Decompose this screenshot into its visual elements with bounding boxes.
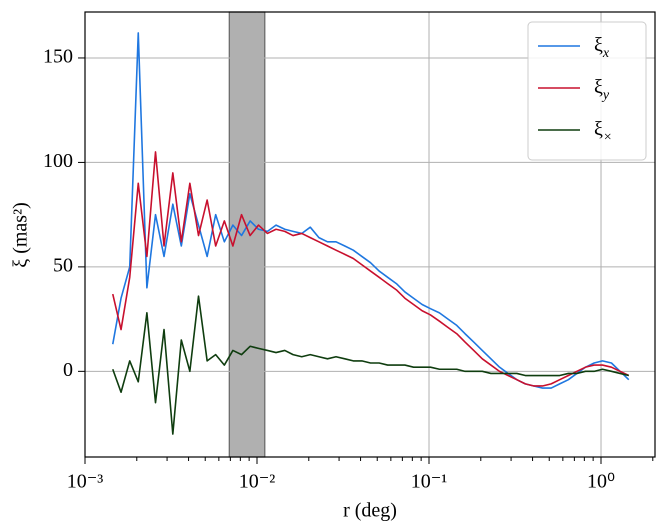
x-tick-label: 10⁻² xyxy=(239,471,276,493)
legend-label: ξ× xyxy=(594,118,612,145)
y-tick-label: 50 xyxy=(53,254,73,276)
legend-symbol: ξ xyxy=(594,76,603,98)
plot-frame xyxy=(84,11,656,458)
y-tick-label: 100 xyxy=(43,150,73,172)
legend-subscript: × xyxy=(603,130,612,145)
y-tick-label: 0 xyxy=(63,359,73,381)
x-tick-label: 10⁻³ xyxy=(67,471,104,493)
legend-label: ξy xyxy=(594,76,610,103)
series-line xyxy=(112,295,629,435)
shaded-region xyxy=(228,11,266,458)
x-tick-label: 10⁻¹ xyxy=(411,471,448,493)
legend-box xyxy=(527,21,647,161)
legend-label: ξx xyxy=(594,34,610,61)
legend-symbol: ξ xyxy=(594,118,603,140)
y-tick-label: 150 xyxy=(43,46,73,68)
x-tick-label: 10⁰ xyxy=(587,471,615,493)
series-line xyxy=(111,151,630,387)
legend-symbol: ξ xyxy=(594,34,603,56)
series-line xyxy=(111,32,630,389)
legend-subscript: y xyxy=(601,88,610,103)
legend-subscript: x xyxy=(602,46,610,61)
y-axis-label: ξ (mas²) xyxy=(10,202,32,267)
x-axis-label: r (deg) xyxy=(343,500,397,522)
